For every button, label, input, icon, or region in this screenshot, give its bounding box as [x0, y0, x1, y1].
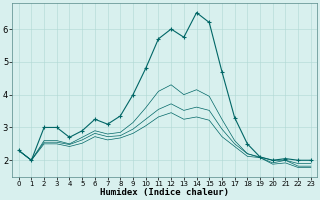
X-axis label: Humidex (Indice chaleur): Humidex (Indice chaleur) — [100, 188, 229, 197]
